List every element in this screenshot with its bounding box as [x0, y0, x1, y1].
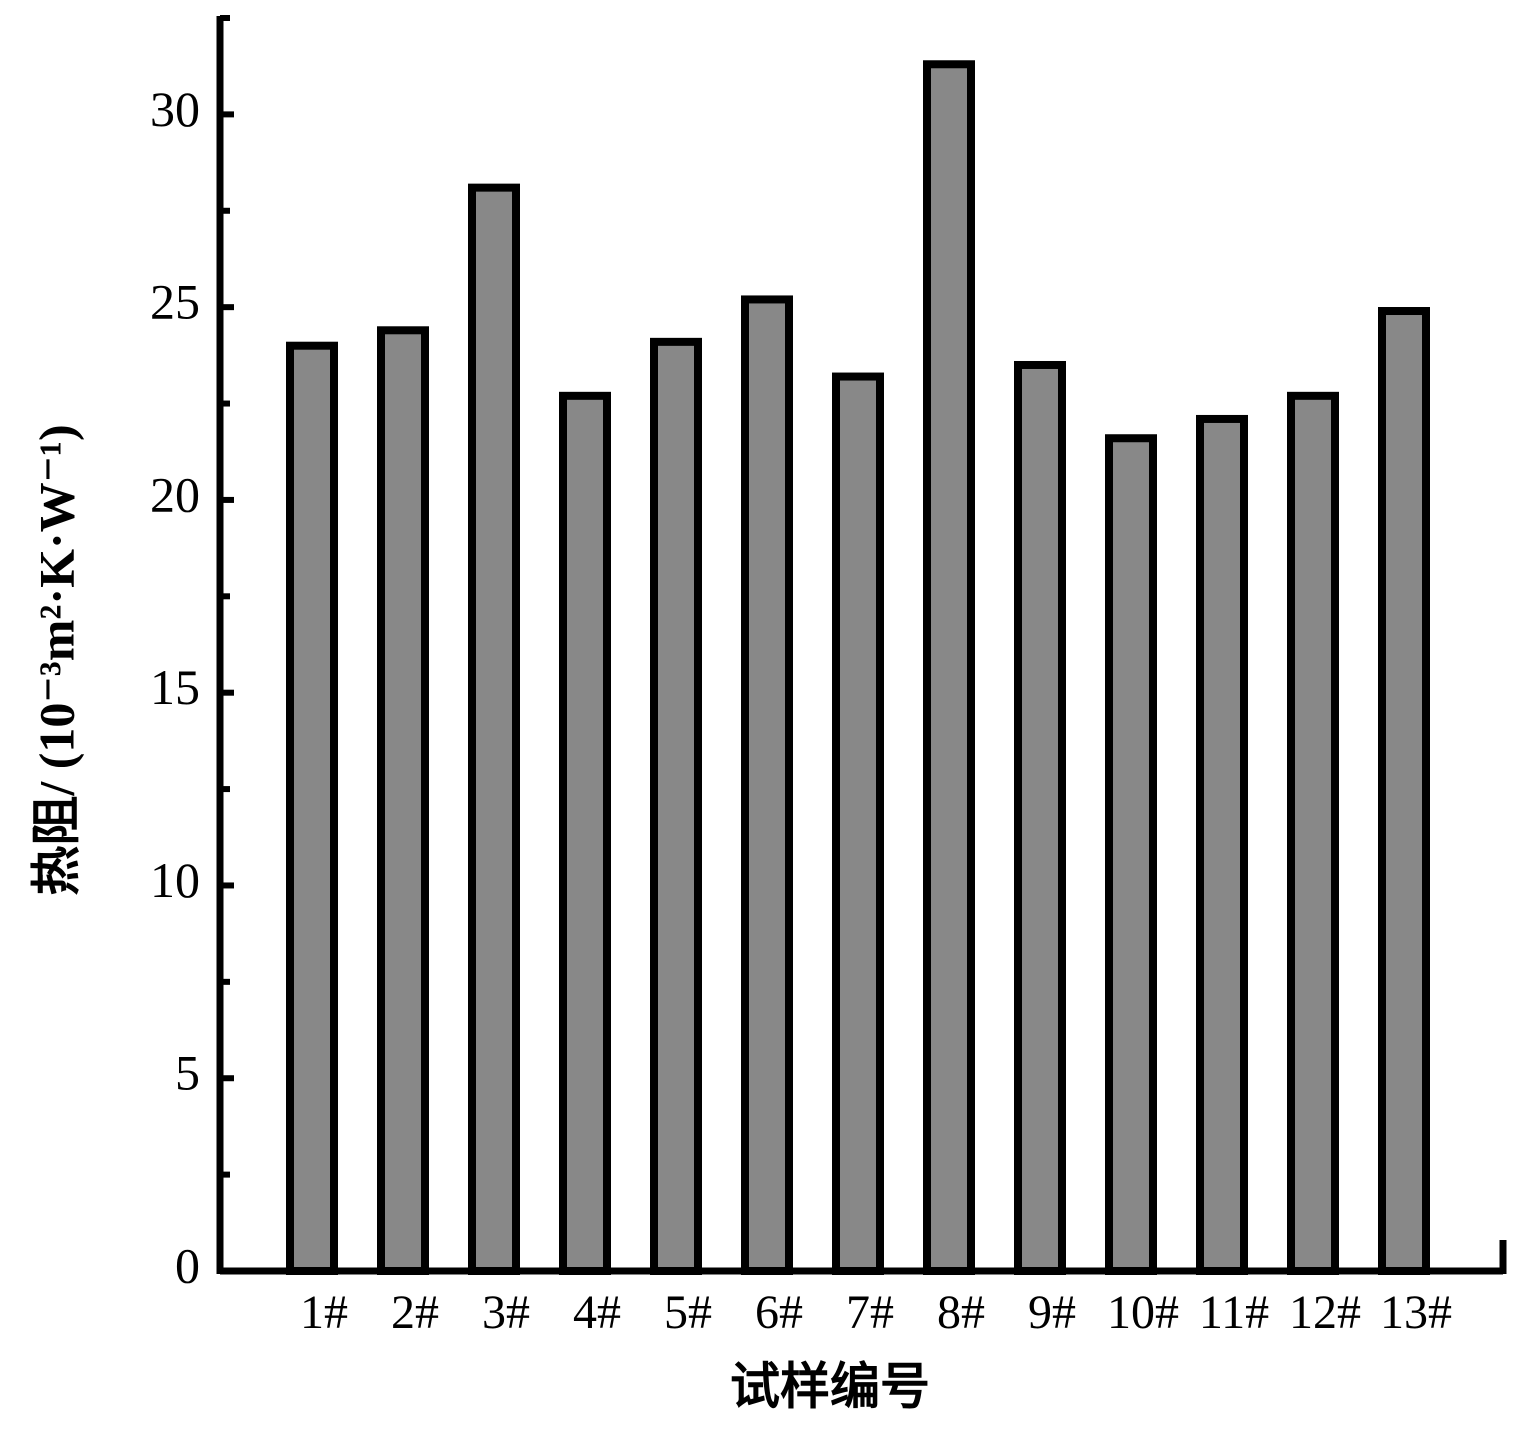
y-tick-label: 15 [150, 659, 200, 715]
bar [559, 391, 611, 1275]
x-tick-label: 12# [1289, 1286, 1361, 1339]
x-tick-label: 8# [937, 1286, 985, 1339]
y-tick-label: 25 [150, 274, 200, 330]
bar [377, 326, 429, 1276]
bar [1014, 360, 1066, 1275]
bar [468, 183, 520, 1275]
y-tick-label: 30 [150, 81, 200, 137]
x-axis-title: 试样编号 [730, 1358, 930, 1414]
y-tick-label: 0 [175, 1237, 200, 1293]
x-tick-label: 3# [482, 1286, 530, 1339]
x-tick-label: 4# [573, 1286, 621, 1339]
bar [1105, 434, 1157, 1275]
bar [286, 341, 338, 1275]
x-tick-label: 1# [300, 1286, 348, 1339]
y-tick-label: 10 [150, 852, 200, 908]
x-tick-label: 11# [1199, 1286, 1269, 1339]
y-tick-label: 5 [175, 1045, 200, 1101]
y-axis-title: 热阻/ (10⁻³m²·K·W⁻¹) [28, 424, 84, 895]
bar [650, 337, 702, 1275]
bar [741, 295, 793, 1276]
x-tick-label: 13# [1380, 1286, 1452, 1339]
x-tick-label: 9# [1028, 1286, 1076, 1339]
x-tick-label: 5# [664, 1286, 712, 1339]
x-tick-label: 7# [846, 1286, 894, 1339]
y-tick-label: 20 [150, 466, 200, 522]
bar [832, 372, 884, 1275]
bar [1196, 414, 1248, 1275]
x-tick-label: 10# [1107, 1286, 1179, 1339]
x-tick-label: 2# [391, 1286, 439, 1339]
bar [923, 60, 975, 1275]
bar [1378, 307, 1430, 1275]
bar [1287, 391, 1339, 1275]
x-tick-label: 6# [755, 1286, 803, 1339]
